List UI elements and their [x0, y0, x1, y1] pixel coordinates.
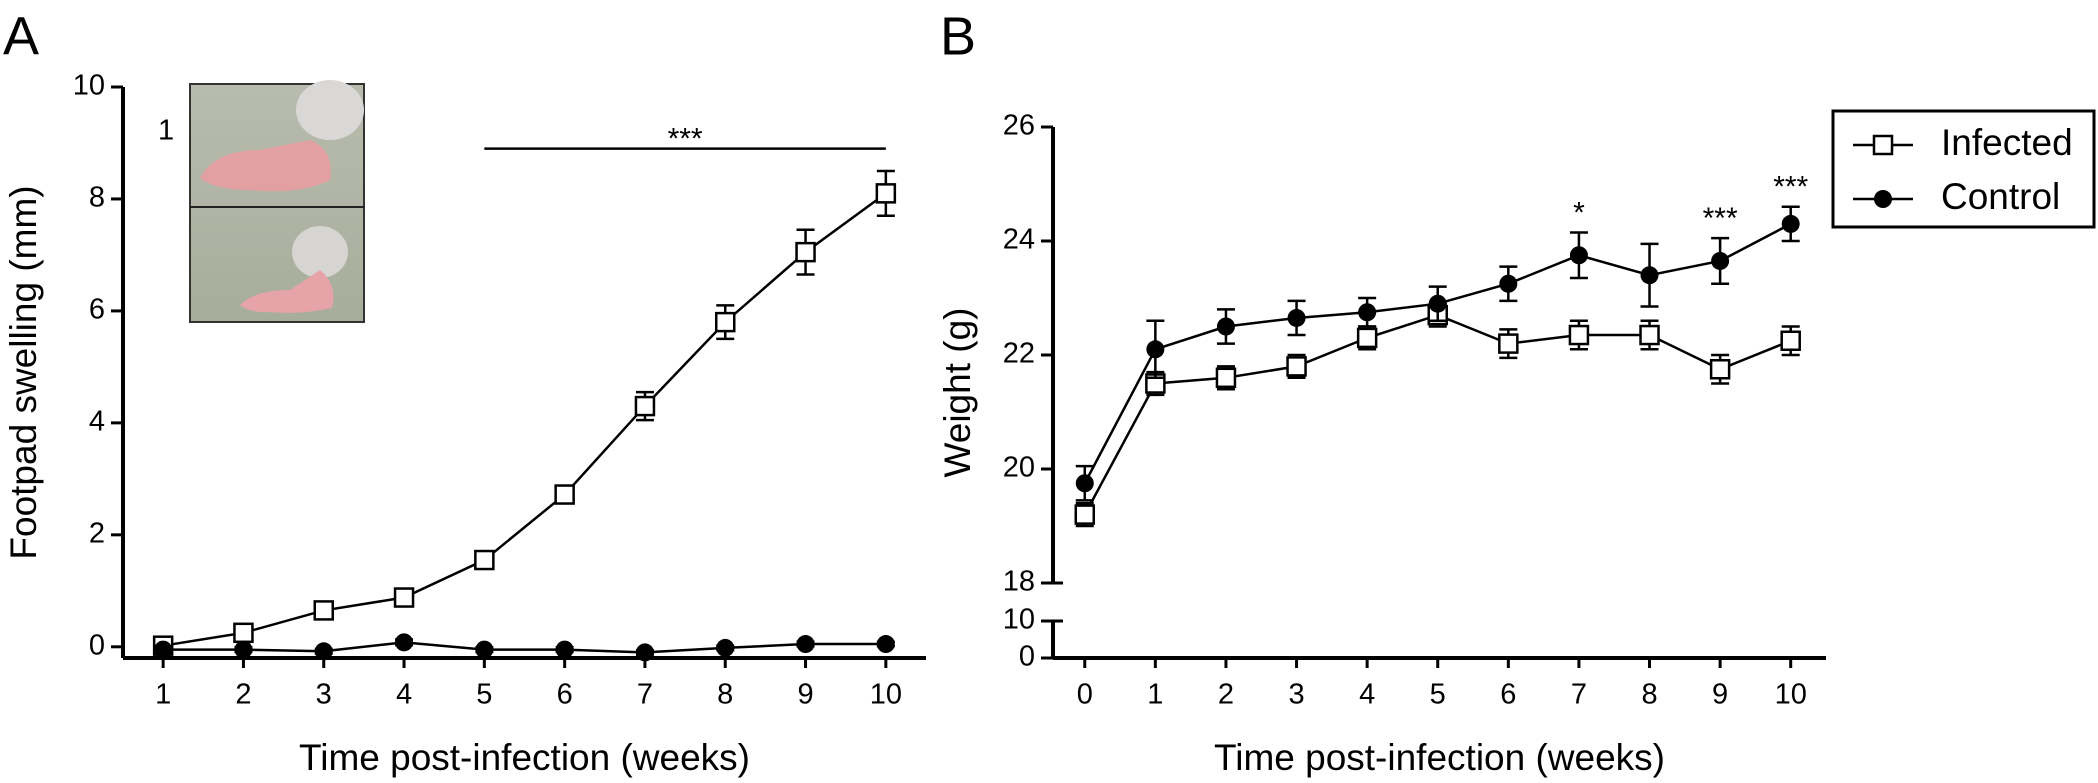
- marker-circle: [876, 635, 895, 654]
- legend-marker: [1872, 134, 1894, 156]
- marker-circle: [475, 640, 494, 659]
- x-tick-label: 5: [476, 679, 492, 711]
- x-axis-label: Time post-infection (weeks): [299, 737, 750, 778]
- marker-circle: [1358, 303, 1377, 322]
- inset-label: 1: [158, 115, 174, 147]
- marker-square: [1356, 327, 1378, 349]
- marker-circle: [234, 640, 253, 659]
- marker-circle: [1569, 246, 1588, 265]
- legend-label: Control: [1941, 176, 2060, 217]
- x-tick-label: 2: [235, 679, 251, 711]
- marker-circle: [1287, 308, 1306, 327]
- y-tick-label: 2: [89, 517, 105, 549]
- x-tick-label: 2: [1218, 679, 1234, 711]
- marker-circle: [1146, 340, 1165, 359]
- x-tick-label: 10: [1775, 679, 1807, 711]
- marker-circle: [1499, 274, 1518, 293]
- legend-marker: [1874, 190, 1892, 208]
- marker-square: [1568, 324, 1590, 346]
- y-tick-label: 6: [89, 294, 105, 326]
- y-tick-label: 22: [1003, 338, 1035, 370]
- marker-square: [715, 311, 736, 333]
- y-axis-label: Weight (g): [937, 308, 978, 478]
- marker-square: [1074, 504, 1096, 525]
- marker-circle: [1781, 214, 1800, 233]
- x-axis-label: Time post-infection (weeks): [1214, 737, 1665, 778]
- marker-square: [1498, 333, 1519, 354]
- panel-label: A: [3, 6, 39, 66]
- marker-square: [233, 622, 254, 644]
- marker-circle: [555, 640, 574, 659]
- x-tick-label: 3: [1288, 679, 1304, 711]
- marker-circle: [635, 643, 654, 662]
- x-tick-label: 7: [1571, 679, 1587, 711]
- y-tick-label: 8: [89, 182, 105, 214]
- inset-photo: [189, 80, 365, 323]
- x-tick-label: 9: [1712, 679, 1728, 711]
- x-tick-label: 4: [396, 679, 412, 711]
- marker-square: [554, 484, 575, 505]
- y-tick-label: 26: [1003, 110, 1035, 142]
- x-tick-label: 9: [797, 679, 813, 711]
- x-tick-label: 6: [557, 679, 573, 711]
- legend-label: Infected: [1941, 122, 2073, 163]
- series-line: [1083, 313, 1792, 516]
- panel-label: B: [940, 6, 976, 66]
- x-tick-label: 7: [637, 679, 653, 711]
- y-tick-label: 0: [1019, 641, 1035, 673]
- marker-square: [1215, 367, 1237, 389]
- marker-circle: [1428, 294, 1447, 313]
- marker-square: [1709, 359, 1731, 380]
- marker-circle: [1711, 251, 1730, 270]
- x-tick-label: 1: [1147, 679, 1163, 711]
- x-tick-label: 6: [1500, 679, 1516, 711]
- marker-circle: [716, 638, 735, 657]
- marker-square: [1780, 330, 1801, 351]
- y-tick-label: 10: [73, 70, 105, 102]
- annotation: ***: [1703, 202, 1738, 235]
- marker-circle: [1075, 474, 1094, 493]
- marker-square: [393, 587, 415, 608]
- marker-square: [634, 395, 656, 417]
- y-tick-label: 4: [89, 406, 105, 438]
- y-tick-label: 20: [1003, 452, 1035, 484]
- series-line: [162, 192, 887, 647]
- marker-circle: [1640, 266, 1659, 285]
- legend-box: [1831, 109, 2096, 229]
- x-tick-label: 0: [1077, 679, 1093, 711]
- marker-square: [474, 549, 495, 571]
- x-tick-label: 1: [155, 679, 171, 711]
- marker-circle: [154, 640, 173, 659]
- marker-square: [313, 600, 334, 621]
- x-tick-label: 5: [1430, 679, 1446, 711]
- series-line: [163, 641, 886, 654]
- x-tick-label: 3: [316, 679, 332, 711]
- y-tick-label: 18: [1003, 566, 1035, 598]
- y-axis-label: Footpad swelling (mm): [3, 185, 44, 559]
- marker-circle: [395, 633, 414, 652]
- y-tick-label: 0: [89, 629, 105, 661]
- annotation: *: [1573, 196, 1585, 229]
- x-tick-label: 8: [1641, 679, 1657, 711]
- x-tick-label: 4: [1359, 679, 1375, 711]
- marker-square: [795, 241, 816, 263]
- annotation: ***: [1773, 171, 1808, 204]
- marker-circle: [796, 635, 815, 654]
- series-line: [1083, 222, 1792, 484]
- marker-circle: [314, 642, 333, 661]
- marker-circle: [1216, 317, 1235, 336]
- y-tick-label: 10: [1003, 604, 1035, 636]
- marker-square: [875, 183, 897, 204]
- marker-square: [1639, 324, 1660, 346]
- y-tick-label: 24: [1003, 224, 1035, 256]
- marker-square: [1286, 356, 1307, 377]
- annotation: ***: [668, 123, 703, 156]
- x-tick-label: 10: [870, 679, 902, 711]
- x-tick-label: 8: [717, 679, 733, 711]
